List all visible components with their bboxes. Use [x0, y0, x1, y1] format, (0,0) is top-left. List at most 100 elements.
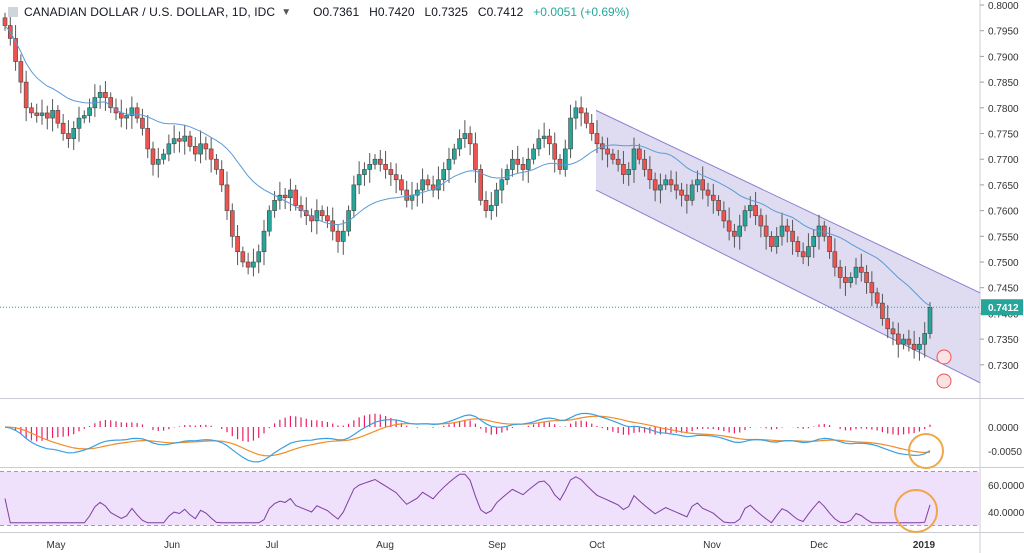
candle-body [917, 343, 922, 350]
candle-body [66, 133, 71, 139]
candle-body [821, 225, 827, 237]
candle-body [594, 133, 600, 145]
candle-body [39, 112, 45, 116]
time-axis-label: Nov [703, 540, 721, 551]
candle-body [684, 194, 690, 201]
candle-body [716, 200, 721, 211]
candle-body [658, 184, 663, 191]
candle-body [695, 179, 700, 186]
price-tick-label: 0.7550 [988, 232, 1019, 243]
candle-body [309, 215, 314, 222]
candle-body [869, 282, 875, 294]
candle-body [890, 328, 896, 335]
candle-body [515, 158, 521, 165]
candle-body [880, 302, 885, 319]
candle-body [478, 169, 484, 201]
candle-body [187, 135, 193, 147]
event-flag-icon [936, 373, 952, 389]
candle-body [520, 164, 526, 170]
candle-body [266, 210, 272, 232]
candle-body [774, 236, 780, 247]
candle-body [155, 158, 161, 165]
collapse-icon[interactable] [8, 7, 18, 17]
symbol-title[interactable]: CANADIAN DOLLAR / U.S. DOLLAR, 1D, IDC [24, 5, 276, 19]
candle-body [171, 138, 177, 145]
rsi-tick-label: 60.0000 [988, 481, 1024, 492]
candle-body [510, 158, 515, 170]
candle-body [853, 266, 859, 278]
candle-body [901, 338, 906, 345]
candle-body [806, 246, 811, 258]
candle-body [55, 110, 61, 124]
time-axis-label: Jul [266, 540, 279, 551]
candle-body [631, 148, 637, 170]
ohlc-high: H0.7420 [369, 5, 415, 19]
candle-body [473, 143, 478, 170]
candle-body [124, 115, 129, 119]
candle-body [589, 122, 595, 134]
candle-body [732, 230, 737, 237]
candle-body [229, 210, 235, 237]
candle-body [60, 122, 66, 134]
candle-body [779, 225, 785, 237]
channel-lower-line [595, 189, 981, 384]
candle-body [118, 112, 124, 119]
time-axis-label: Oct [589, 540, 605, 551]
candle-body [790, 230, 795, 242]
candle-body [97, 92, 103, 98]
candle-body [129, 107, 135, 116]
candle-body [150, 148, 156, 165]
candle-body [29, 107, 34, 114]
candle-body [13, 38, 18, 62]
candle-body [420, 179, 425, 191]
candle-body [531, 148, 536, 160]
candle-body [911, 343, 917, 350]
candle-body [34, 112, 40, 116]
candle-body [837, 266, 843, 278]
price-tick-label: 0.7650 [988, 181, 1019, 192]
candle-body [758, 215, 764, 227]
price-tick-label: 0.7900 [988, 52, 1019, 63]
candle-body [610, 153, 616, 160]
candle-body [351, 184, 357, 211]
candle-body [377, 158, 383, 165]
macd-tick-label: -0.0050 [988, 447, 1022, 458]
candle-body [668, 179, 674, 186]
candle-body [811, 236, 817, 247]
price-tick-label: 0.7700 [988, 155, 1019, 166]
candle-body [208, 148, 214, 160]
candle-body [721, 210, 727, 222]
ohlc-close: C0.7412 [477, 5, 524, 19]
macd-histogram [9, 413, 931, 442]
ohlc-open: O0.7361 [313, 5, 360, 19]
candle-body [214, 158, 219, 170]
candle-body [737, 225, 743, 237]
candle-body [166, 143, 172, 155]
time-axis-label: Sep [488, 540, 506, 551]
time-axis-label: May [47, 540, 66, 551]
candle-body [177, 138, 182, 142]
candles-group [2, 12, 933, 361]
candle-body [552, 143, 558, 160]
price-tick-label: 0.7750 [988, 130, 1019, 141]
candle-body [256, 251, 262, 263]
candle-body [747, 205, 753, 211]
candle-body [293, 189, 299, 206]
candle-body [906, 338, 912, 345]
candle-body [800, 251, 806, 258]
candle-body [425, 179, 431, 186]
candle-body [272, 200, 277, 211]
candle-body [562, 148, 568, 170]
candle-body [795, 241, 801, 253]
candle-body [261, 230, 267, 253]
moving-average-line [4, 25, 931, 307]
candle-body [235, 236, 240, 253]
candle-body [848, 277, 854, 283]
chevron-down-icon[interactable]: ▼ [281, 6, 292, 18]
candle-body [547, 135, 552, 145]
candle-body [145, 128, 151, 150]
price-tick-label: 0.7300 [988, 361, 1019, 372]
candle-body [50, 110, 55, 119]
candle-body [626, 169, 632, 175]
